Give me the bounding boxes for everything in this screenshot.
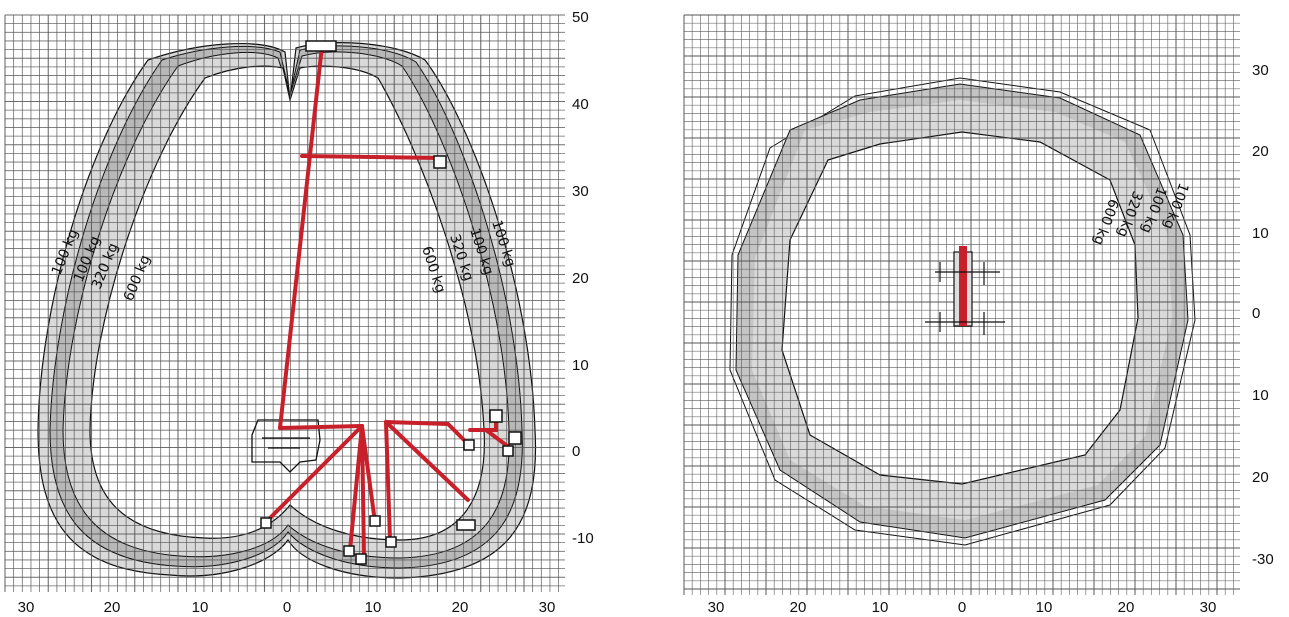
y-tick-label: 10 (1252, 225, 1269, 242)
x-tick-label: 0 (283, 599, 291, 616)
y-tick-label: -30 (1252, 551, 1274, 568)
x-tick-label: 20 (1118, 599, 1135, 616)
top-view-grid-overlay (683, 14, 1240, 595)
top-envelope-outer (729, 77, 1196, 546)
side-view-envelope (37, 42, 537, 579)
x-tick-label: 10 (365, 599, 382, 616)
y-tick-label: 20 (1252, 143, 1269, 160)
x-tick-label: 30 (539, 599, 556, 616)
platform-baskets (260, 40, 522, 565)
top-view-diagram: 600 kg 320 kg 100 kg 100 kg 30 20 10 0 10 20 3… (683, 14, 1274, 616)
x-tick-label: 10 (192, 599, 209, 616)
vehicle-outline (251, 419, 321, 473)
x-tick-label: 10 (872, 599, 889, 616)
side-view-y-axis: 50 40 30 20 10 0 -10 (572, 9, 594, 547)
top-view-x-axis: 30 20 10 0 10 20 30 (708, 599, 1217, 616)
top-view-y-axis: 30 20 10 0 10 20 -30 (1252, 62, 1274, 568)
y-tick-label: 30 (1252, 62, 1269, 79)
x-tick-label: 30 (18, 599, 35, 616)
y-tick-label: 0 (1252, 305, 1260, 322)
x-tick-label: 0 (958, 599, 966, 616)
side-view-x-axis: 30 20 10 0 10 20 30 (18, 599, 556, 616)
y-tick-label: 10 (572, 357, 589, 374)
y-tick-label: -10 (572, 530, 594, 547)
y-tick-label: 10 (1252, 387, 1269, 404)
y-tick-label: 0 (572, 443, 580, 460)
boom-configurations (264, 44, 512, 560)
x-tick-label: 20 (790, 599, 807, 616)
x-tick-label: 30 (1200, 599, 1217, 616)
top-view-vehicle (925, 246, 1005, 335)
x-tick-label: 30 (708, 599, 725, 616)
y-tick-label: 30 (572, 183, 589, 200)
x-tick-label: 20 (452, 599, 469, 616)
y-tick-label: 20 (572, 270, 589, 287)
y-tick-label: 20 (1252, 469, 1269, 486)
x-tick-label: 20 (104, 599, 121, 616)
x-tick-label: 10 (1036, 599, 1053, 616)
y-tick-label: 40 (572, 96, 589, 113)
y-tick-label: 50 (572, 9, 589, 26)
side-view-diagram: 100 kg 100 kg 320 kg 600 kg 600 kg 320 k… (4, 9, 594, 616)
